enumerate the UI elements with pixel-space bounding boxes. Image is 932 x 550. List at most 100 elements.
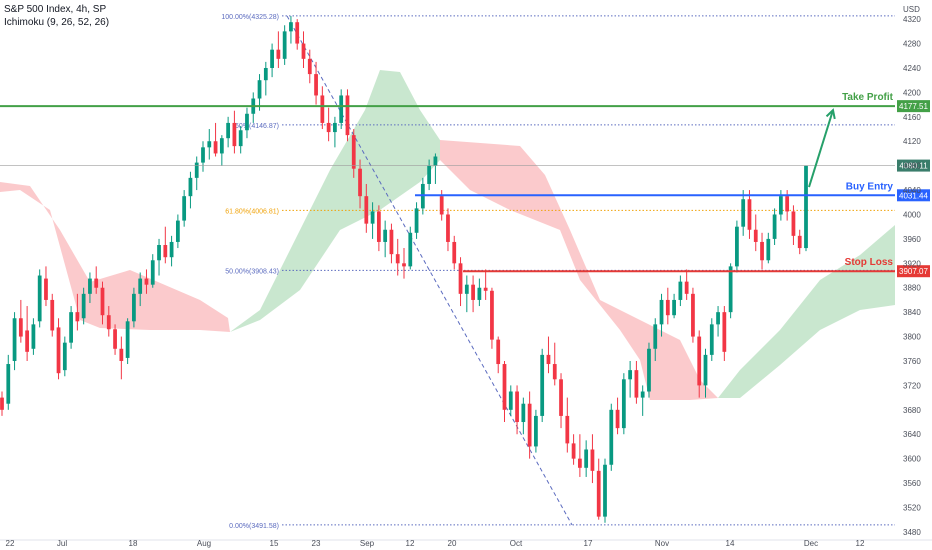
candle-body	[263, 67, 268, 81]
fib-level-label: 60%(4146.87)	[235, 123, 279, 130]
candle-body	[144, 278, 149, 285]
candle-body	[571, 443, 576, 459]
x-tick-label: Aug	[197, 539, 211, 548]
candle-body	[678, 281, 683, 300]
candle-body	[295, 22, 300, 44]
x-tick-label: 12	[856, 539, 865, 548]
y-tick-label: 3960	[903, 235, 921, 244]
candle-body	[37, 275, 42, 322]
candle-body	[653, 324, 658, 349]
candle-body	[314, 74, 318, 96]
candle-body	[150, 260, 155, 285]
candle-body	[75, 312, 80, 322]
candle-body	[69, 312, 73, 343]
x-tick-label: Sep	[360, 539, 375, 548]
stop-loss-badge	[897, 265, 930, 278]
candle-body	[94, 278, 99, 288]
candle-body	[452, 241, 457, 264]
bullish-cloud-middle	[230, 70, 440, 332]
candle-body	[552, 364, 557, 380]
candle-body	[320, 95, 325, 123]
candle-body	[100, 287, 105, 316]
candle-body	[797, 235, 802, 249]
x-tick-label: Oct	[510, 539, 523, 548]
bullish-cloud-right	[718, 225, 895, 398]
x-axis[interactable]: 22 Jul 18 Aug 15 23 Sep 12 20 Oct 17 Nov 14 Dec 12	[0, 539, 932, 548]
candle-body	[389, 229, 394, 255]
candle-body	[697, 336, 702, 386]
y-tick-label: 3760	[903, 357, 921, 366]
candle-body	[502, 364, 507, 410]
candle-body	[88, 278, 92, 294]
candle-body	[213, 141, 218, 154]
y-tick-label: 3840	[903, 308, 921, 317]
candle-body	[427, 165, 432, 184]
candle-body	[515, 391, 519, 423]
y-axis[interactable]: USD 3480 3520 3560 3600 3640 3680 3720 3760 3800 3…	[903, 5, 921, 537]
candle-body	[565, 415, 570, 444]
y-tick-label: 3600	[903, 455, 921, 464]
last-price-badge	[897, 159, 930, 172]
candle-body	[276, 49, 281, 59]
y-tick-label: 4040	[903, 186, 921, 195]
candle-body	[31, 324, 36, 349]
candle-body	[270, 49, 274, 68]
candle-body	[735, 226, 739, 267]
x-tick-label: 22	[6, 539, 15, 548]
candle-body	[772, 214, 777, 239]
x-tick-label: 20	[448, 539, 457, 548]
candle-body	[119, 348, 124, 361]
candle-body	[207, 141, 212, 148]
candle-body	[433, 156, 438, 166]
x-tick-label: 12	[406, 539, 415, 548]
candle-body	[345, 95, 350, 136]
candle-body	[307, 58, 312, 75]
candle-body	[490, 290, 494, 340]
candle-body	[395, 254, 400, 264]
candle-body	[628, 370, 633, 380]
candle-body	[496, 339, 501, 365]
candle-body	[194, 162, 199, 178]
y-tick-label: 4240	[903, 64, 921, 73]
projection-arrow	[808, 108, 836, 188]
x-tick-label: 18	[129, 539, 138, 548]
take-profit-label: Take Profit	[842, 92, 894, 103]
candle-body	[691, 293, 695, 337]
y-tick-label: 4120	[903, 137, 921, 146]
candle-body	[741, 199, 746, 227]
candle-body	[659, 299, 664, 325]
candle-body	[333, 122, 337, 133]
candle-body	[446, 214, 450, 242]
candle-body	[414, 208, 419, 233]
chart-title: S&P 500 Index, 4h, SP	[4, 4, 107, 15]
candle-body	[18, 318, 23, 337]
y-tick-label: 3680	[903, 406, 921, 415]
candle-body	[609, 409, 614, 465]
x-tick-label: Nov	[655, 539, 669, 548]
trade-levels: Take Profit 4177.51 Buy Entry 4031.44 Stop L…	[0, 92, 930, 278]
candle-body	[640, 391, 645, 398]
candle-body	[113, 329, 117, 349]
candle-body	[672, 299, 676, 316]
buy-entry-label: Buy Entry	[846, 181, 894, 192]
candle-body	[527, 403, 532, 447]
candle-body	[590, 449, 595, 471]
candle-body	[483, 287, 488, 291]
candle-body	[226, 122, 231, 139]
candle-body	[106, 315, 111, 330]
candle-body	[339, 95, 344, 123]
candle-body	[753, 229, 758, 242]
candle-body	[201, 147, 205, 163]
candle-body	[540, 354, 545, 416]
candle-body	[182, 196, 187, 221]
candle-body	[716, 312, 720, 325]
candle-body	[665, 299, 670, 316]
candle-body	[546, 354, 551, 365]
candle-body	[747, 199, 752, 230]
candle-body	[245, 113, 249, 131]
candle-body	[577, 458, 582, 468]
candle-body	[766, 238, 771, 261]
candle-body	[634, 370, 639, 398]
x-tick-label: 14	[726, 539, 735, 548]
